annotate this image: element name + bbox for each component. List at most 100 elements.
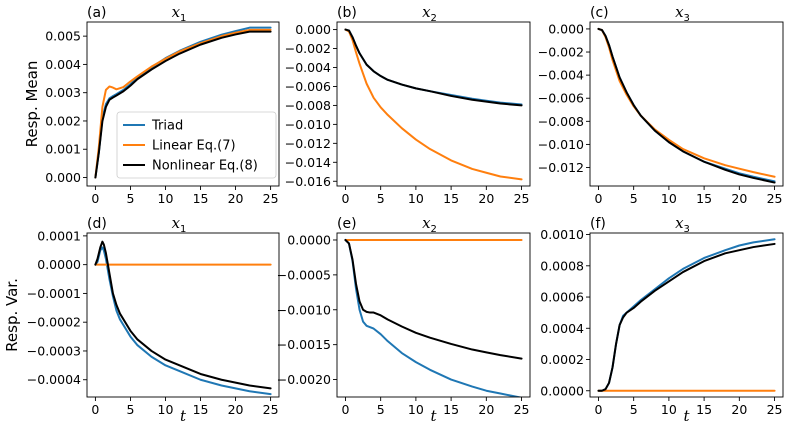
panel-b: 0 5 10 15 20 25 0.000 −0.002 −0.004 −0.006 −0.008 −… xyxy=(285,3,531,206)
y-axis-label-top: Resp. Mean xyxy=(23,61,41,148)
y-tick-label: 0.000 xyxy=(45,170,81,185)
panel-title: x2 xyxy=(422,214,437,235)
x-tick-label: 25 xyxy=(263,191,279,206)
y-tick-label: 0.0000 xyxy=(540,383,584,398)
panel-tag: (f) xyxy=(590,216,606,232)
x-tick-label: 25 xyxy=(767,402,783,417)
x-tick-label: 15 xyxy=(193,402,209,417)
series-line-triad xyxy=(94,246,272,396)
x-tick-label: 15 xyxy=(443,191,459,206)
legend-box xyxy=(116,111,277,179)
panel-title: x3 xyxy=(675,3,690,24)
x-tick-label: 0 xyxy=(91,191,99,206)
y-tick-label: 0.003 xyxy=(45,85,81,100)
legend-label: Triad xyxy=(151,119,183,134)
x-tick-label: 10 xyxy=(158,402,174,417)
y-tick-label: 0.0000 xyxy=(287,232,331,247)
x-tick-label: 20 xyxy=(731,191,747,206)
y-tick-label: 0.001 xyxy=(45,142,81,157)
panel-title-subscript: 3 xyxy=(684,13,690,24)
panel-tag: (b) xyxy=(337,5,357,21)
panel-title: x3 xyxy=(675,214,690,235)
y-tick-label: −0.012 xyxy=(285,136,331,151)
y-tick-label: −0.006 xyxy=(285,79,331,94)
x-tick-label: 20 xyxy=(228,402,244,417)
x-tick-label: 5 xyxy=(377,402,385,417)
series-line-linear-eq-7 xyxy=(597,27,776,178)
y-tick-label: 0.0004 xyxy=(540,321,584,336)
x-tick-label: 10 xyxy=(661,191,677,206)
y-tick-label: 0.0001 xyxy=(37,228,81,243)
y-tick-label: 0.004 xyxy=(45,57,81,72)
y-tick-label: −0.0005 xyxy=(277,267,331,282)
series-line-nonlinear-eq-8 xyxy=(94,30,272,179)
x-tick-label: 0 xyxy=(91,402,99,417)
series-line-nonlinear-eq-8 xyxy=(597,27,776,184)
panel-f: 0 5 10 15 20 25 0.0000 0.0002 0.0004 0.0006 0.0008… xyxy=(540,214,784,425)
y-tick-label: −0.008 xyxy=(285,98,331,113)
y-tick-label: −0.0004 xyxy=(27,372,81,387)
y-tick-label: 0.0008 xyxy=(540,258,584,273)
axes-frame xyxy=(589,232,784,398)
x-tick-label: 10 xyxy=(158,191,174,206)
x-tick-label: 0 xyxy=(594,402,602,417)
x-tick-label: 0 xyxy=(594,191,602,206)
axes-frame xyxy=(86,21,280,187)
series-line-triad xyxy=(344,238,523,397)
legend-label: Nonlinear Eq.(8) xyxy=(152,159,258,174)
y-tick-label: −0.0015 xyxy=(277,337,331,352)
y-axis-label-bottom: Resp. Var. xyxy=(3,278,21,352)
series-line-nonlinear-eq-8 xyxy=(597,242,776,392)
panel-d: 0 5 10 15 20 25 0.0001 0.0000 −0.0001 −0.0002 −0.0… xyxy=(27,214,280,425)
y-tick-label: 0.000 xyxy=(295,22,331,37)
series-line-linear-eq-7 xyxy=(94,28,272,179)
panel-title-subscript: 2 xyxy=(431,13,437,24)
x-tick-label: 20 xyxy=(228,191,244,206)
y-tick-label: −0.006 xyxy=(538,91,584,106)
panel-title-subscript: 1 xyxy=(180,224,186,235)
y-tick-label: 0.005 xyxy=(45,29,81,44)
series-line-nonlinear-eq-8 xyxy=(344,28,523,107)
panel-e: 0 5 10 15 20 25 0.0000 −0.0005 −0.0010 −0.0015 −0.… xyxy=(277,214,531,425)
x-tick-label: 10 xyxy=(408,402,424,417)
panel-tag: (a) xyxy=(87,5,107,21)
legend-label: Linear Eq.(7) xyxy=(152,139,236,154)
panel-title: x2 xyxy=(422,3,437,24)
panel-title-subscript: 2 xyxy=(431,224,437,235)
x-axis-label: t xyxy=(430,407,437,425)
y-tick-label: 0.0000 xyxy=(37,257,81,272)
x-tick-label: 10 xyxy=(408,191,424,206)
panel-title: x1 xyxy=(172,214,187,235)
y-tick-label: −0.0001 xyxy=(27,286,81,301)
y-tick-label: −0.0020 xyxy=(277,372,331,387)
x-tick-label: 25 xyxy=(514,402,530,417)
panel-a: 0 5 10 15 20 25 0.000 0.001 0.002 0.003 0.004 0.005… xyxy=(45,3,280,206)
y-tick-label: −0.0002 xyxy=(27,315,81,330)
x-tick-label: 15 xyxy=(443,402,459,417)
x-tick-label: 25 xyxy=(514,191,530,206)
series-line-linear-eq-7 xyxy=(344,28,523,181)
axes-frame xyxy=(86,232,280,398)
series-line-nonlinear-eq-8 xyxy=(94,240,272,390)
panel-tag: (d) xyxy=(87,216,107,232)
legend: Triad Linear Eq.(7) Nonlinear Eq.(8) xyxy=(116,111,277,179)
y-tick-label: 0.0002 xyxy=(540,352,584,367)
y-tick-label: −0.004 xyxy=(285,60,331,75)
x-tick-label: 5 xyxy=(126,191,134,206)
x-axis-label: t xyxy=(180,407,187,425)
x-tick-label: 5 xyxy=(630,402,638,417)
y-tick-label: −0.012 xyxy=(538,160,584,175)
x-tick-label: 0 xyxy=(341,191,349,206)
x-tick-label: 15 xyxy=(696,191,712,206)
x-tick-label: 25 xyxy=(767,191,783,206)
y-tick-label: −0.0010 xyxy=(277,302,331,317)
x-tick-label: 20 xyxy=(478,191,494,206)
y-tick-label: −0.016 xyxy=(285,174,331,189)
y-tick-label: −0.004 xyxy=(538,68,584,83)
y-tick-label: 0.0006 xyxy=(540,290,584,305)
panel-c: 0 5 10 15 20 25 0.000 −0.002 −0.004 −0.006 −0.008 −… xyxy=(538,3,784,206)
panel-tag: (c) xyxy=(590,5,609,21)
x-tick-label: 5 xyxy=(630,191,638,206)
axes-frame xyxy=(336,232,531,398)
